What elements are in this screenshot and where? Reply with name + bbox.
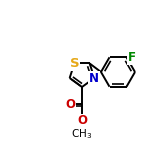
Text: O: O: [77, 114, 87, 128]
Text: F: F: [128, 51, 135, 64]
Text: O: O: [65, 97, 75, 111]
Text: N: N: [89, 72, 99, 85]
Text: S: S: [70, 57, 79, 70]
Text: CH$_3$: CH$_3$: [71, 127, 93, 141]
